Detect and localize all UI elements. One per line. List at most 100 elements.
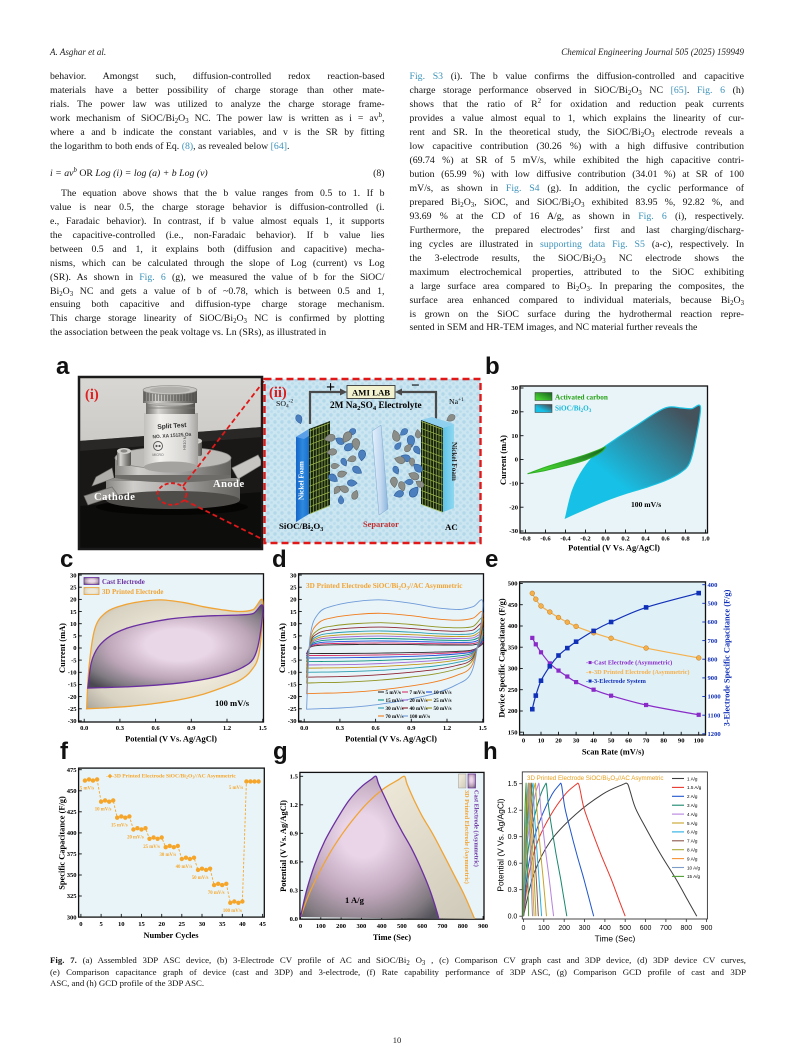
svg-text:300: 300 — [356, 923, 367, 930]
svg-text:100 mV/s: 100 mV/s — [215, 698, 250, 708]
svg-text:100: 100 — [316, 923, 327, 930]
svg-text:-0.8: -0.8 — [520, 536, 531, 543]
svg-text:H910 M: H910 M — [182, 436, 187, 450]
svg-text:0.0: 0.0 — [508, 914, 518, 921]
svg-text:0: 0 — [79, 921, 83, 928]
svg-text:800: 800 — [458, 923, 469, 930]
svg-text:-■-Cast Electrode (Asymmetric): -■-Cast Electrode (Asymmetric) — [586, 660, 672, 667]
svg-text:7 mV/s: 7 mV/s — [410, 690, 425, 696]
svg-text:0: 0 — [293, 645, 297, 652]
svg-text:1000: 1000 — [708, 694, 722, 701]
svg-text:1.2: 1.2 — [443, 725, 452, 732]
svg-text:-20: -20 — [509, 504, 518, 511]
svg-text:-15: -15 — [288, 682, 297, 689]
svg-text:375: 375 — [67, 851, 78, 858]
svg-text:30 mV/s: 30 mV/s — [159, 853, 176, 858]
svg-text:4 A/g: 4 A/g — [687, 812, 698, 817]
svg-text:0.0: 0.0 — [80, 725, 89, 732]
svg-text:10: 10 — [290, 621, 297, 628]
svg-text:800: 800 — [680, 925, 692, 932]
svg-text:25: 25 — [70, 585, 77, 592]
svg-text:Scan Rate (mV/s): Scan Rate (mV/s) — [582, 748, 645, 757]
svg-text:Activated carbon: Activated carbon — [555, 394, 608, 402]
svg-text:700: 700 — [708, 638, 719, 645]
svg-text:15 A/g: 15 A/g — [687, 874, 700, 879]
svg-text:0.9: 0.9 — [290, 831, 299, 838]
svg-text:15 mV/s: 15 mV/s — [386, 698, 404, 704]
svg-text:3-Electrode Specific Capacitan: 3-Electrode Specific Capacitance (F/g) — [723, 589, 732, 726]
svg-text:30: 30 — [70, 572, 77, 579]
svg-text:300: 300 — [579, 925, 591, 932]
svg-text:400: 400 — [599, 925, 611, 932]
svg-text:-10: -10 — [288, 670, 297, 677]
svg-text:-25: -25 — [288, 706, 297, 713]
svg-text:20: 20 — [158, 921, 165, 928]
svg-text:-5: -5 — [71, 657, 77, 664]
svg-text:40: 40 — [239, 921, 246, 928]
svg-text:90: 90 — [678, 738, 685, 745]
svg-text:1 A/g: 1 A/g — [687, 776, 698, 781]
svg-text:0.0: 0.0 — [300, 725, 309, 732]
svg-text:25 mV/s: 25 mV/s — [434, 698, 452, 704]
svg-text:Current (mA): Current (mA) — [278, 623, 287, 673]
svg-text:1.2: 1.2 — [223, 725, 232, 732]
svg-text:0.6: 0.6 — [290, 859, 299, 866]
svg-text:150: 150 — [508, 729, 519, 736]
svg-text:25: 25 — [290, 585, 297, 592]
svg-text:20 mV/s: 20 mV/s — [127, 836, 144, 841]
svg-text:200: 200 — [558, 925, 570, 932]
svg-text:15: 15 — [138, 921, 145, 928]
svg-text:-●-3D Printed Electrode (Asymm: -●-3D Printed Electrode (Asymmetric) — [586, 669, 690, 676]
svg-text:40 mV/s: 40 mV/s — [176, 865, 193, 870]
svg-text:30: 30 — [573, 738, 580, 745]
svg-text:325: 325 — [67, 893, 78, 900]
svg-text:0: 0 — [73, 645, 77, 652]
svg-text:15: 15 — [70, 609, 77, 616]
svg-text:70: 70 — [643, 738, 650, 745]
svg-text:475: 475 — [67, 767, 78, 774]
svg-text:0.9: 0.9 — [187, 725, 196, 732]
svg-text:NO. XA 15125 Oa: NO. XA 15125 Oa — [152, 432, 191, 441]
svg-text:0: 0 — [515, 457, 519, 464]
svg-text:50: 50 — [608, 738, 615, 745]
svg-text:600: 600 — [417, 923, 428, 930]
svg-text:3 A/g: 3 A/g — [687, 803, 698, 808]
svg-text:0.0: 0.0 — [601, 536, 610, 543]
svg-text:100 mV/s: 100 mV/s — [410, 714, 431, 720]
svg-text:5: 5 — [293, 633, 297, 640]
svg-text:Device Specific Capacitance (F: Device Specific Capacitance (F/g) — [498, 598, 507, 718]
svg-text:−: − — [411, 378, 420, 394]
svg-text:6 A/g: 6 A/g — [687, 830, 698, 835]
svg-text:MICRO: MICRO — [152, 453, 164, 457]
svg-text:5 A/g: 5 A/g — [687, 821, 698, 826]
svg-text:3D Printed Electrode SiOC/Bi2O: 3D Printed Electrode SiOC/Bi2O3//AC Asym… — [527, 775, 664, 782]
svg-text:1.5: 1.5 — [479, 725, 488, 732]
svg-text:Potential (V Vs. Ag/AgCl): Potential (V Vs. Ag/AgCl) — [568, 544, 660, 553]
svg-text:10 mV/s: 10 mV/s — [434, 690, 452, 696]
svg-text:7 A/g: 7 A/g — [687, 839, 698, 844]
svg-text:-30: -30 — [288, 718, 297, 725]
svg-text:Cast Electrode: Cast Electrode — [102, 579, 145, 586]
svg-text:20: 20 — [511, 409, 518, 416]
svg-text:5 mV/s: 5 mV/s — [80, 787, 94, 792]
svg-text:3D Printed Electrode SiOC/Bi2O: 3D Printed Electrode SiOC/Bi2O3//AC Asym… — [306, 582, 463, 592]
svg-text:Specific Capacitance (F/g): Specific Capacitance (F/g) — [58, 796, 67, 890]
svg-text:0: 0 — [522, 925, 526, 932]
svg-text:0.6: 0.6 — [508, 861, 518, 868]
svg-text:10: 10 — [118, 921, 125, 928]
svg-text:350: 350 — [67, 872, 78, 879]
svg-text:9 A/g: 9 A/g — [687, 856, 698, 861]
svg-text:500: 500 — [708, 601, 719, 608]
svg-text:10: 10 — [511, 433, 518, 440]
svg-text:1 A/g: 1 A/g — [345, 895, 365, 905]
svg-text:Na+1: Na+1 — [449, 397, 464, 406]
svg-text:100: 100 — [538, 925, 550, 932]
svg-text:30: 30 — [290, 572, 297, 579]
svg-text:1.5: 1.5 — [508, 781, 518, 788]
svg-text:600: 600 — [708, 619, 719, 626]
svg-text:5 mV/s: 5 mV/s — [386, 690, 401, 696]
svg-text:0.8: 0.8 — [681, 536, 690, 543]
svg-text:0.6: 0.6 — [661, 536, 670, 543]
svg-text:Anode: Anode — [213, 479, 245, 490]
svg-text:300: 300 — [508, 666, 519, 673]
